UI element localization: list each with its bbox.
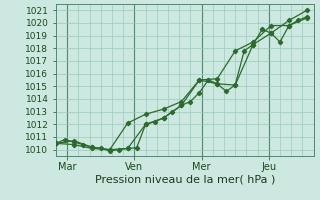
X-axis label: Pression niveau de la mer( hPa ): Pression niveau de la mer( hPa ) [95, 174, 275, 184]
